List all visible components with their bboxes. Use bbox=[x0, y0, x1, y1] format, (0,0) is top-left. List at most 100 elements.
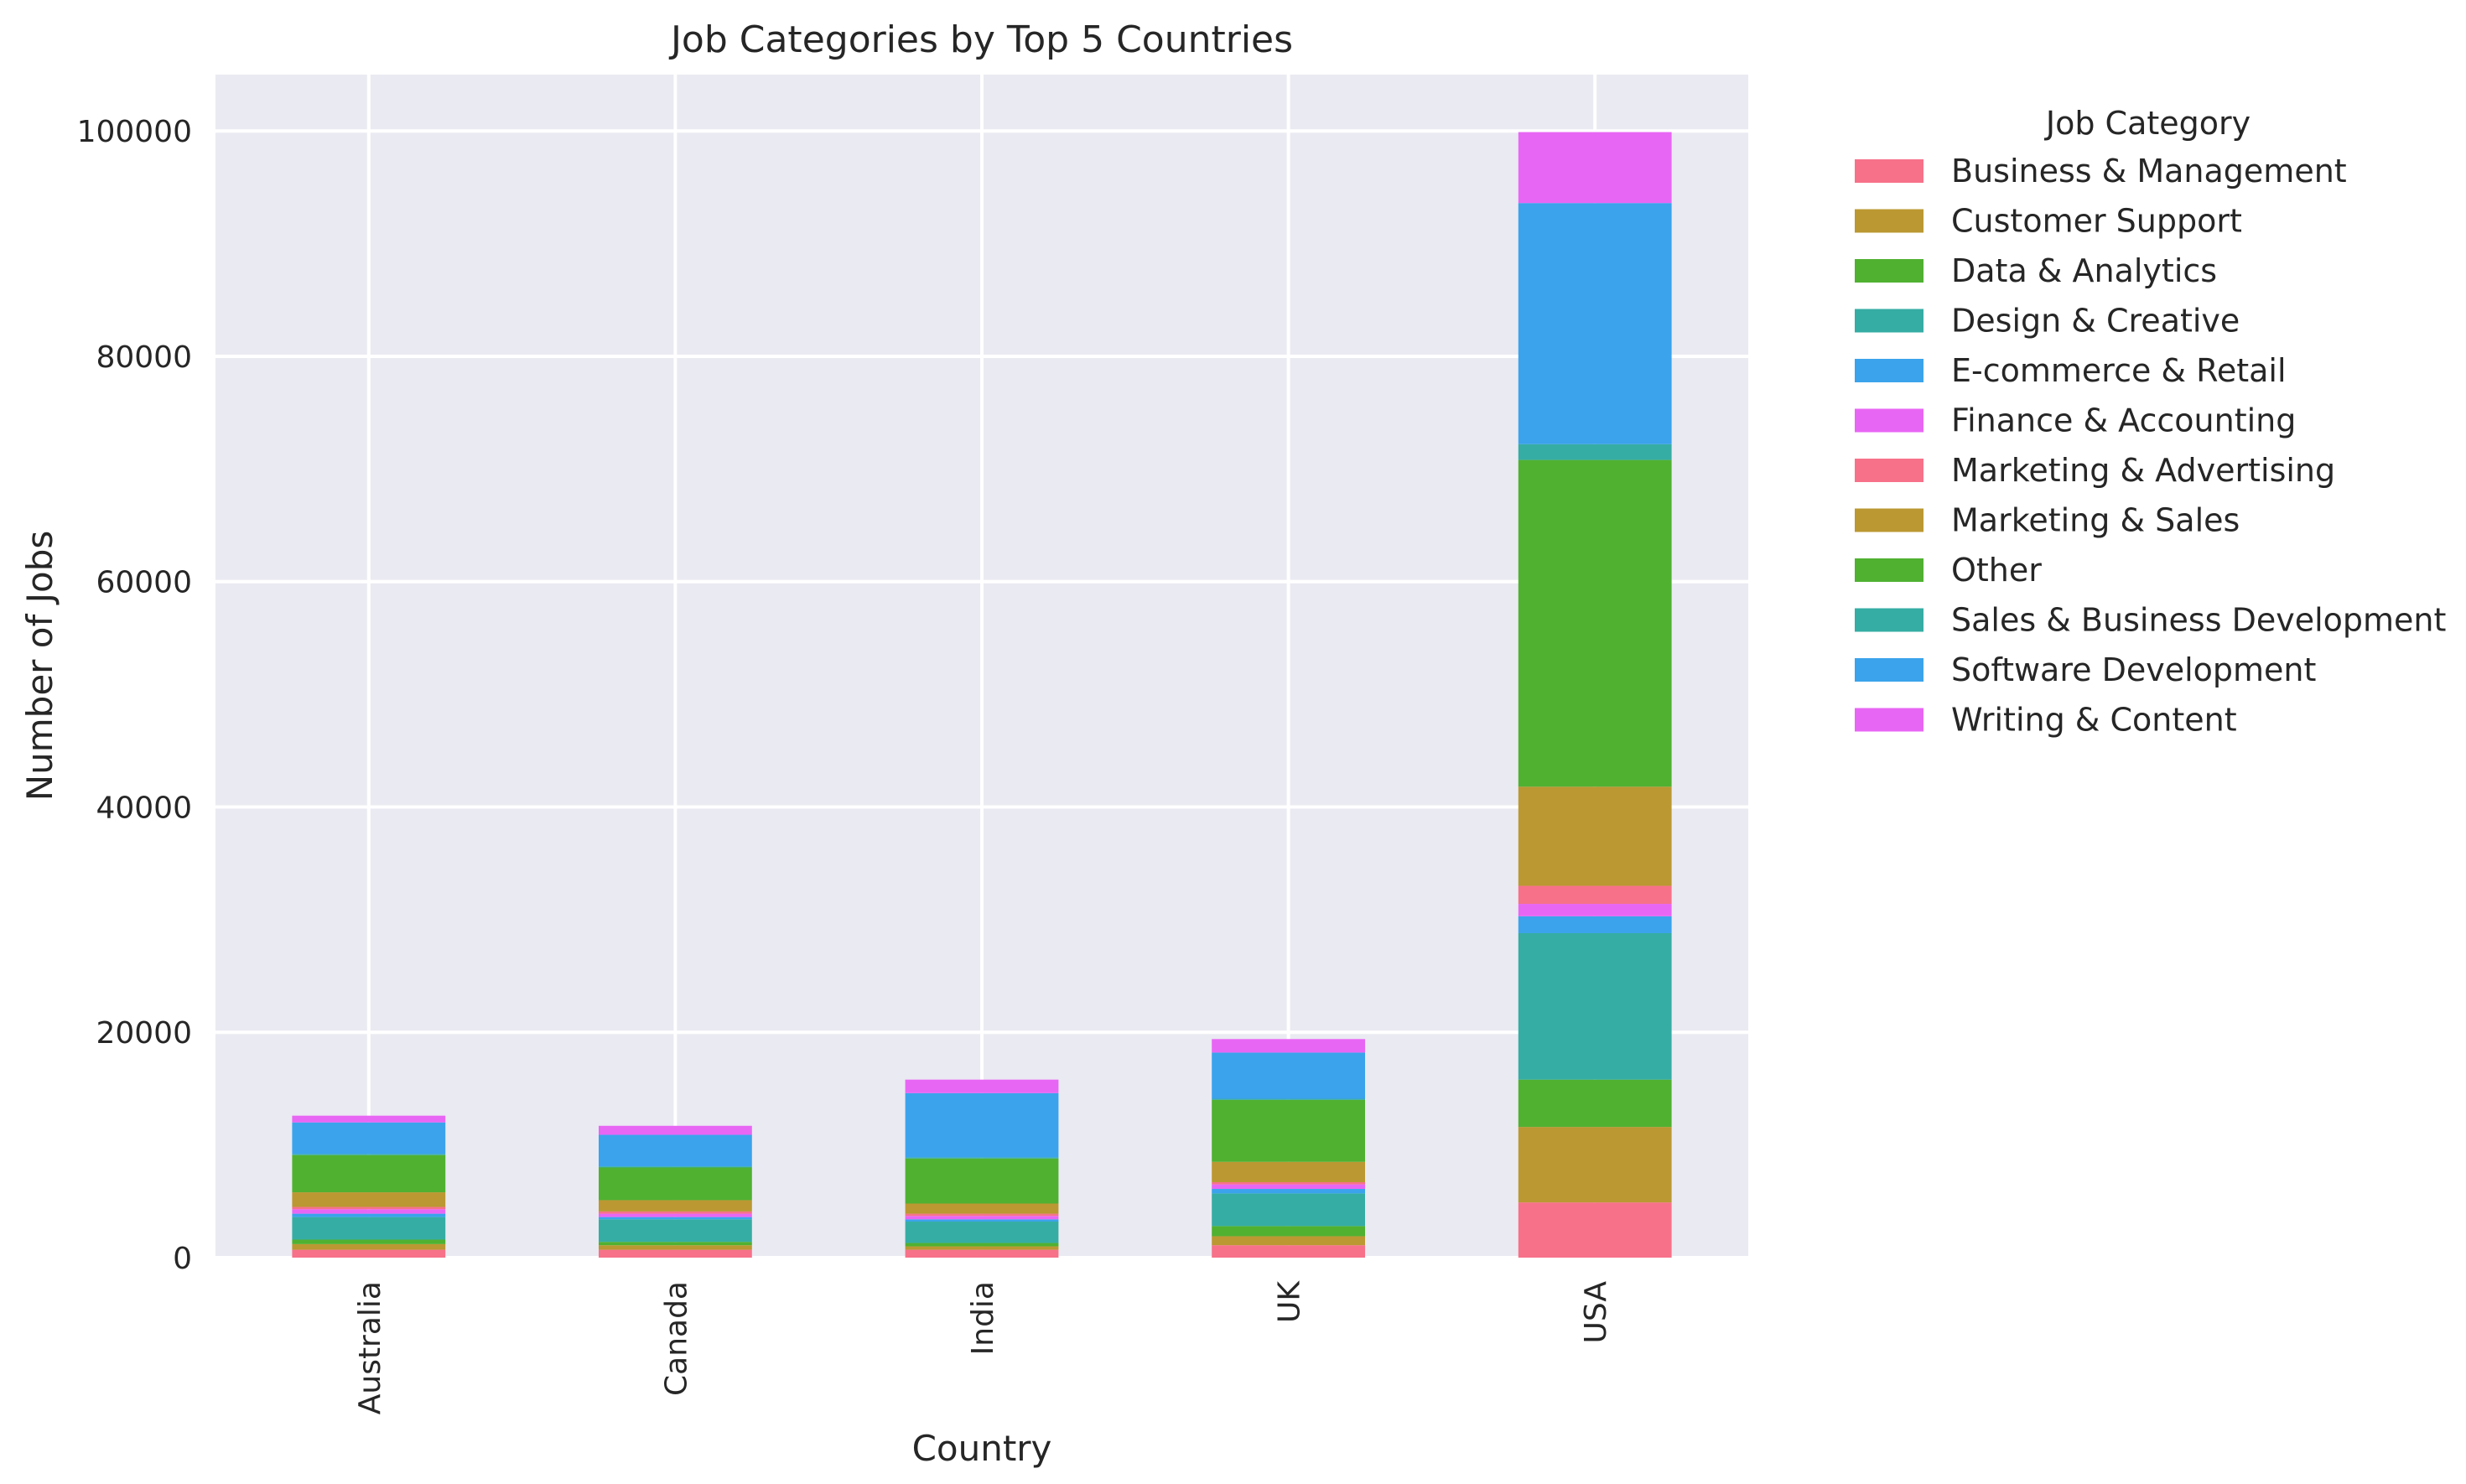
y-ticks: 0 20000 40000 60000 80000 100000 bbox=[77, 115, 192, 1276]
legend-entry: Other bbox=[1951, 552, 2042, 589]
bar-segment bbox=[292, 1206, 446, 1210]
bar-segment bbox=[1212, 1099, 1365, 1162]
legend-entry: Marketing & Sales bbox=[1951, 502, 2240, 539]
legend-entry: Sales & Business Development bbox=[1951, 602, 2446, 639]
legend-swatch bbox=[1855, 558, 1923, 582]
bar-segment bbox=[599, 1200, 752, 1212]
bar-segment bbox=[905, 1246, 1059, 1250]
bar-segment bbox=[905, 1221, 1059, 1243]
legend-title: Job Category bbox=[2044, 105, 2251, 142]
y-tick-label: 80000 bbox=[96, 340, 192, 375]
x-tick-label: Canada bbox=[659, 1281, 693, 1396]
legend-entry: Design & Creative bbox=[1951, 303, 2240, 340]
bar-segment bbox=[905, 1158, 1059, 1204]
bar-segment bbox=[292, 1213, 446, 1217]
bar-segment bbox=[292, 1209, 446, 1214]
bar-segment bbox=[1518, 916, 1672, 933]
bar-segment bbox=[905, 1243, 1059, 1247]
legend-entry: Business & Management bbox=[1951, 153, 2347, 189]
bar-segment bbox=[1518, 1079, 1672, 1128]
x-tick-label: UK bbox=[1273, 1280, 1307, 1323]
bar-segment bbox=[1518, 885, 1672, 905]
bar-segment bbox=[1518, 786, 1672, 886]
legend-swatch bbox=[1855, 159, 1923, 183]
bar-segment bbox=[599, 1213, 752, 1217]
bar-segment bbox=[1212, 1189, 1365, 1194]
bar-segment bbox=[905, 1213, 1059, 1217]
bar-segment bbox=[1212, 1098, 1365, 1100]
bar-segment bbox=[905, 1157, 1059, 1159]
x-tick-label: USA bbox=[1579, 1281, 1613, 1344]
bar-segment bbox=[599, 1211, 752, 1214]
bar-segment bbox=[1518, 444, 1672, 460]
bar-segment bbox=[599, 1125, 752, 1135]
bar-segment bbox=[292, 1154, 446, 1155]
bar-segment bbox=[292, 1239, 446, 1244]
bar-segment bbox=[599, 1249, 752, 1258]
bar-segment bbox=[1212, 1193, 1365, 1227]
legend-entry: Writing & Content bbox=[1951, 702, 2237, 739]
legend-entry: E-commerce & Retail bbox=[1951, 352, 2287, 389]
y-tick-label: 20000 bbox=[96, 1016, 192, 1051]
legend-entry: Marketing & Advertising bbox=[1951, 452, 2335, 489]
bar-segment bbox=[905, 1216, 1059, 1220]
bar-segment bbox=[292, 1115, 446, 1123]
bar-segment bbox=[1518, 1127, 1672, 1203]
bar-segment bbox=[292, 1243, 446, 1250]
bar-segment bbox=[292, 1249, 446, 1258]
chart-title: Job Categories by Top 5 Countries bbox=[668, 18, 1293, 61]
bar-segment bbox=[1518, 932, 1672, 1080]
bar-segment bbox=[905, 1249, 1059, 1258]
legend-swatch bbox=[1855, 459, 1923, 482]
bar-segment bbox=[1518, 459, 1672, 787]
x-axis-label: Country bbox=[912, 1428, 1052, 1469]
bar-segment bbox=[1212, 1181, 1365, 1185]
legend-entry: Customer Support bbox=[1951, 203, 2242, 240]
legend-swatch bbox=[1855, 508, 1923, 532]
bar-segment bbox=[1212, 1184, 1365, 1190]
bar-segment bbox=[1212, 1236, 1365, 1246]
bar-segment bbox=[1518, 1202, 1672, 1258]
bar-segment bbox=[292, 1192, 446, 1207]
x-ticks: Australia Canada India UK USA bbox=[353, 1280, 1613, 1415]
legend-entry: Data & Analytics bbox=[1951, 252, 2217, 289]
legend-entry: Finance & Accounting bbox=[1951, 402, 2296, 439]
bar-segment bbox=[292, 1155, 446, 1193]
bar-segment bbox=[905, 1203, 1059, 1214]
bar-segment bbox=[599, 1245, 752, 1250]
bar-segment bbox=[599, 1217, 752, 1220]
y-tick-label: 40000 bbox=[96, 791, 192, 825]
bars bbox=[292, 132, 1672, 1258]
y-tick-label: 0 bbox=[173, 1242, 192, 1276]
legend-swatch bbox=[1855, 359, 1923, 382]
bar-segment bbox=[1212, 1245, 1365, 1258]
legend: Job Category Business & Management Custom… bbox=[1855, 105, 2446, 739]
y-tick-label: 60000 bbox=[96, 566, 192, 600]
bar-segment bbox=[1518, 132, 1672, 204]
bar-segment bbox=[599, 1166, 752, 1168]
bar-segment bbox=[905, 1219, 1059, 1222]
bar-segment bbox=[599, 1219, 752, 1243]
bar-segment bbox=[1518, 203, 1672, 444]
bar-segment bbox=[905, 1092, 1059, 1158]
bar-segment bbox=[1212, 1052, 1365, 1099]
bar-segment bbox=[599, 1134, 752, 1167]
y-tick-label: 100000 bbox=[77, 115, 192, 149]
bar-segment bbox=[599, 1167, 752, 1201]
x-tick-label: India bbox=[966, 1281, 1000, 1355]
legend-swatch bbox=[1855, 658, 1923, 682]
bar-segment bbox=[599, 1242, 752, 1246]
y-axis-label: Number of Jobs bbox=[19, 531, 60, 802]
x-tick-label: Australia bbox=[353, 1281, 387, 1414]
legend-swatch bbox=[1855, 608, 1923, 632]
bar-segment bbox=[1212, 1226, 1365, 1237]
legend-swatch bbox=[1855, 259, 1923, 283]
bar-segment bbox=[292, 1217, 446, 1240]
bar-segment bbox=[1212, 1039, 1365, 1053]
bar-segment bbox=[292, 1122, 446, 1155]
legend-swatch bbox=[1855, 408, 1923, 433]
bar-segment bbox=[905, 1079, 1059, 1093]
legend-swatch bbox=[1855, 209, 1923, 233]
